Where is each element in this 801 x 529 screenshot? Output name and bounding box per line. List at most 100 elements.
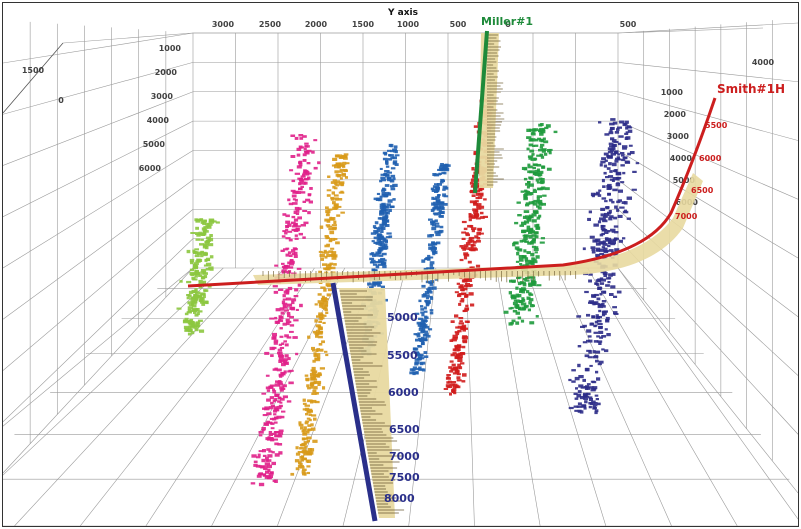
event-point [536,163,542,167]
event-point [436,183,442,186]
event-point [589,402,595,405]
event-point [327,175,331,178]
event-point [432,212,438,215]
event-point [195,232,200,235]
event-point [383,173,387,176]
event-point [250,482,256,485]
event-point [452,348,456,352]
event-point [278,451,283,455]
left-tick-label: 1500 [22,66,45,75]
event-point [463,244,469,248]
event-point [299,137,304,140]
event-point [530,157,536,161]
event-point [532,163,538,166]
event-point [379,167,383,170]
grid-line [617,267,798,494]
event-point [341,172,346,175]
event-point [429,295,433,298]
event-point [205,267,211,271]
event-point [291,215,296,219]
event-point [427,290,433,294]
event-point [318,343,323,346]
event-point [319,302,325,305]
event-point [597,286,602,290]
event-point [521,239,527,243]
event-point [473,215,477,219]
event-point [469,239,475,243]
event-point [324,255,328,259]
event-point [475,264,481,268]
event-point [538,130,542,133]
event-point [295,452,301,456]
event-point [425,280,431,284]
event-point [282,304,287,308]
event-point [599,336,603,339]
event-point [534,138,539,142]
event-point [520,190,525,193]
event-point [626,196,632,200]
event-point [324,350,328,353]
event-point [334,197,339,200]
event-point [278,429,284,432]
event-point [599,277,604,280]
event-point [307,428,313,431]
event-point [473,125,480,128]
event-point [296,153,301,157]
event-point [601,178,605,183]
event-point [593,331,599,334]
event-point [277,443,283,446]
event-point [201,227,207,231]
event-point [519,239,524,243]
event-point [528,183,534,187]
event-point [383,243,388,247]
event-point [595,370,599,374]
event-point [272,417,277,421]
event-point [618,189,623,193]
event-point [599,233,604,237]
event-point [462,328,466,332]
event-point [452,336,458,340]
event-point [282,322,287,326]
event-point [333,194,339,197]
event-point [294,288,299,292]
event-point [607,192,611,196]
event-point [194,328,199,332]
event-point [435,173,441,176]
event-point [288,254,293,257]
event-point [278,357,284,361]
event-point [330,196,335,200]
event-point [382,264,387,269]
event-point [263,465,268,469]
event-point [281,235,286,238]
event-point [518,258,524,262]
event-point [268,450,273,453]
event-point [432,252,436,256]
event-point [595,191,600,195]
event-point [306,436,312,440]
event-point [279,335,284,338]
event-point [534,224,539,228]
event-point [548,151,552,155]
event-point [194,288,198,292]
event-point [449,392,452,396]
event-point [378,251,382,254]
event-point [286,303,293,307]
event-point [255,464,261,468]
event-point [594,293,599,297]
event-point [383,212,389,215]
event-point [323,249,327,253]
event-point [590,192,596,197]
event-point [598,341,602,345]
event-point [536,227,540,230]
grid-line [3,91,194,166]
event-point [527,165,533,169]
event-point [624,120,629,124]
event-point [273,406,278,410]
event-point [433,201,439,205]
event-point [449,360,454,363]
event-point [526,218,532,222]
event-point [298,421,302,425]
event-point [457,293,461,296]
event-point [608,249,614,252]
